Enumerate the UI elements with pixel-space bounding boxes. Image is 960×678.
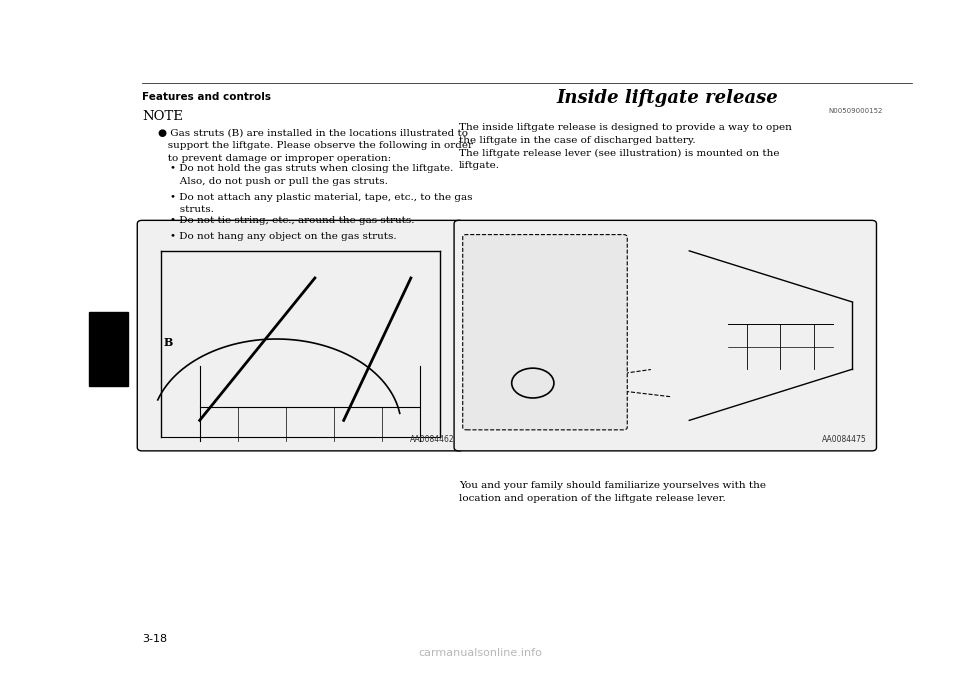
Text: 3-18: 3-18	[142, 634, 167, 644]
Text: NOTE: NOTE	[142, 110, 183, 123]
Text: B: B	[163, 337, 173, 348]
Text: • Do not attach any plastic material, tape, etc., to the gas
   struts.: • Do not attach any plastic material, ta…	[170, 193, 472, 214]
Text: carmanualsonline.info: carmanualsonline.info	[418, 647, 542, 658]
Text: • Do not hang any object on the gas struts.: • Do not hang any object on the gas stru…	[170, 232, 396, 241]
FancyBboxPatch shape	[454, 220, 876, 451]
Text: Inside liftgate release: Inside liftgate release	[557, 89, 778, 108]
Text: The inside liftgate release is designed to provide a way to open
the liftgate in: The inside liftgate release is designed …	[459, 123, 792, 170]
Text: ● Gas struts (B) are installed in the locations illustrated to
   support the li: ● Gas struts (B) are installed in the lo…	[158, 129, 473, 163]
Text: AA0084462: AA0084462	[410, 435, 454, 444]
FancyBboxPatch shape	[137, 220, 464, 451]
Text: 3: 3	[103, 340, 114, 358]
Text: AA0084475: AA0084475	[822, 435, 867, 444]
Text: You and your family should familiarize yourselves with the
location and operatio: You and your family should familiarize y…	[459, 481, 766, 503]
Bar	[89, 312, 128, 386]
Text: • Do not tie string, etc., around the gas struts.: • Do not tie string, etc., around the ga…	[170, 216, 415, 224]
Text: N00509000152: N00509000152	[828, 108, 883, 115]
Text: • Do not hold the gas struts when closing the liftgate.
   Also, do not push or : • Do not hold the gas struts when closin…	[170, 164, 453, 186]
FancyBboxPatch shape	[463, 235, 627, 430]
Text: Features and controls: Features and controls	[142, 92, 271, 102]
